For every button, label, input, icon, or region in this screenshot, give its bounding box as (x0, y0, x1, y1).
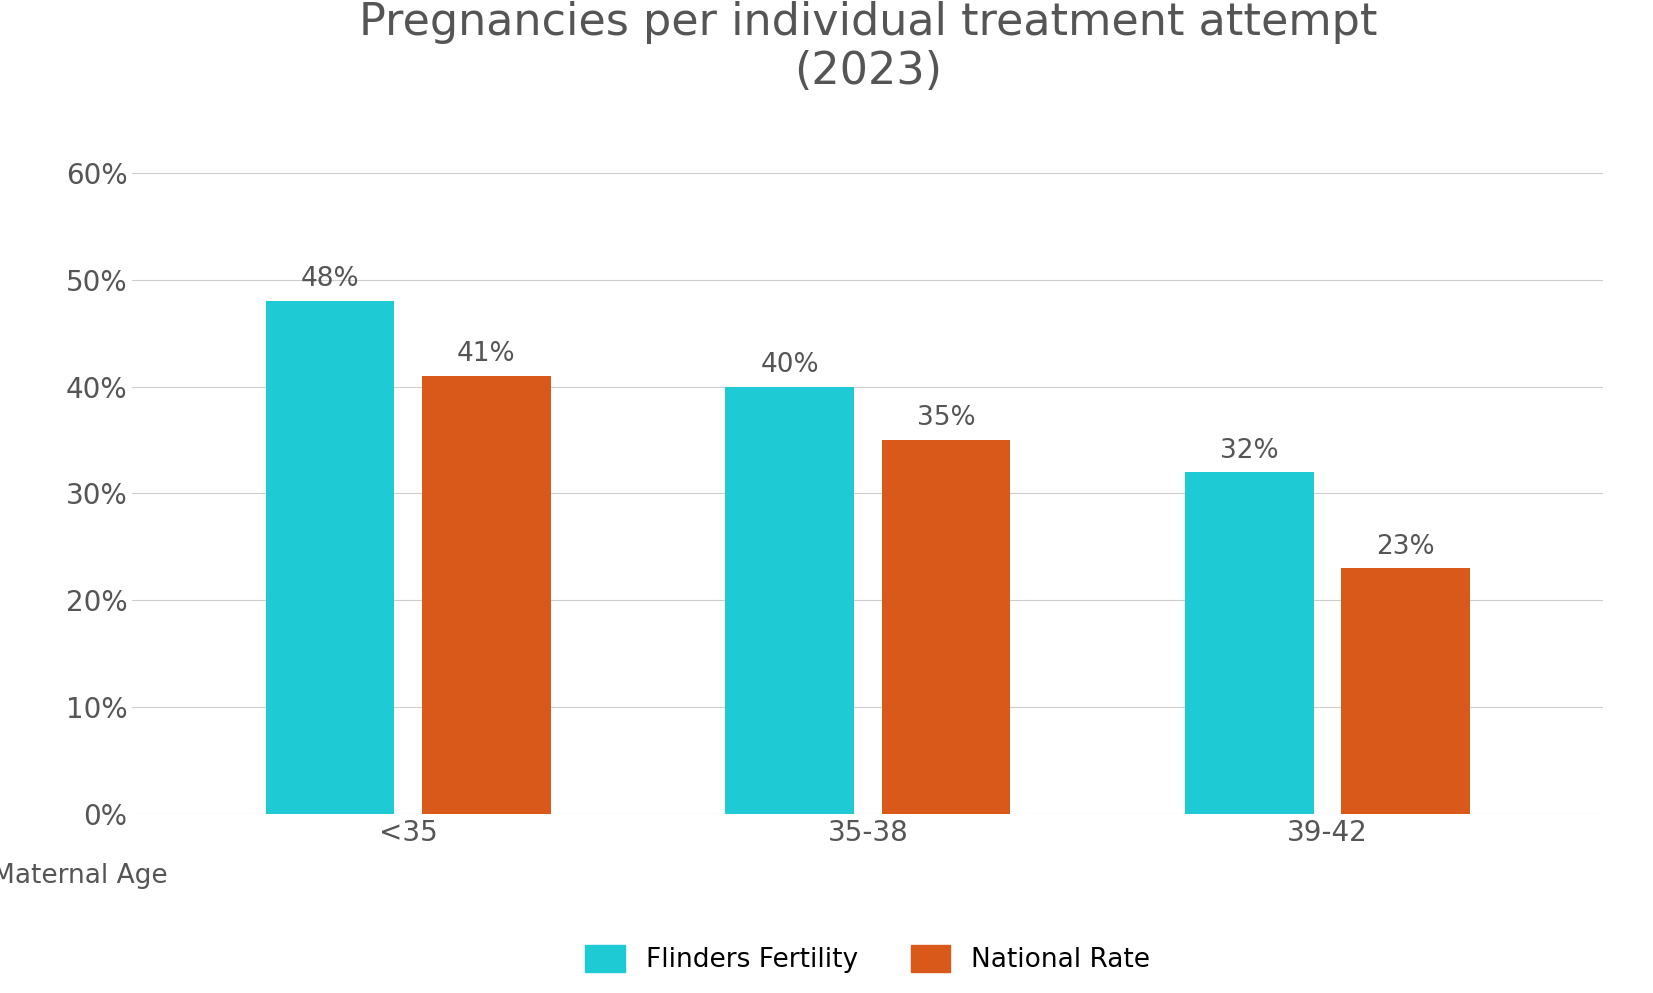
Text: 41%: 41% (456, 342, 516, 367)
Text: 40%: 40% (760, 352, 818, 378)
Bar (726, 386, 855, 814)
Bar (881, 440, 1010, 814)
Text: 35%: 35% (917, 405, 975, 431)
Legend: Flinders Fertility, National Rate: Flinders Fertility, National Rate (572, 931, 1164, 986)
Bar (266, 301, 395, 814)
Text: 23%: 23% (1377, 534, 1435, 560)
Bar (1185, 472, 1314, 814)
Bar (1341, 568, 1470, 814)
Text: 48%: 48% (301, 266, 359, 292)
Text: 32%: 32% (1220, 438, 1279, 464)
Text: Maternal Age: Maternal Age (0, 863, 169, 889)
Title: Pregnancies per individual treatment attempt
(2023): Pregnancies per individual treatment att… (359, 1, 1377, 93)
Bar (422, 375, 550, 814)
